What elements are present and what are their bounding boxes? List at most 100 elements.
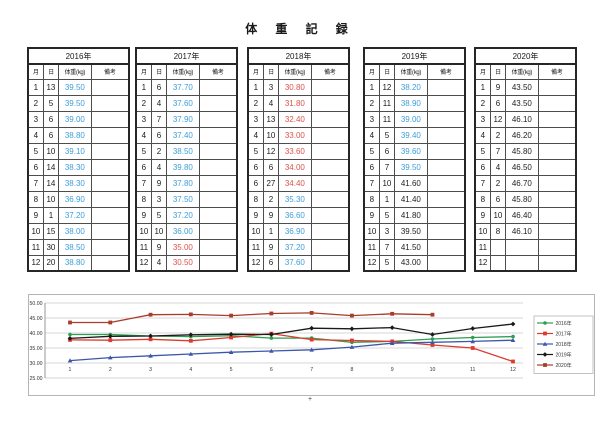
cell-weight: 34.40 (278, 174, 312, 192)
cell-day: 2 (489, 174, 507, 192)
cell-month: 1 (27, 78, 44, 96)
cell-weight: 46.20 (505, 126, 539, 144)
svg-text:10: 10 (430, 367, 436, 373)
series-2020年 (68, 311, 435, 325)
cell-weight: 39.50 (58, 94, 92, 112)
table-row: 4 2 46.20 (474, 126, 577, 144)
col-header-month: 月 (363, 63, 380, 80)
cell-day: 4 (150, 158, 168, 176)
cell-weight (505, 254, 539, 272)
table-row: 8 10 36.90 (27, 190, 130, 208)
cell-note (310, 254, 350, 272)
cell-month: 6 (247, 158, 264, 176)
table-row: 11 9 37.20 (247, 238, 350, 256)
cell-month: 5 (474, 142, 491, 160)
cell-month: 9 (474, 206, 491, 224)
cell-day: 9 (489, 78, 507, 96)
table-row: 3 11 39.00 (363, 110, 466, 128)
table-row: 9 5 41.80 (363, 206, 466, 224)
col-header-weight: 体重(kg) (394, 63, 428, 80)
cell-day: 11 (378, 94, 396, 112)
cell-weight: 35.30 (278, 190, 312, 208)
col-header-note: 備考 (310, 63, 350, 80)
svg-text:2019年: 2019年 (556, 351, 572, 358)
cell-day: 7 (150, 110, 168, 128)
cell-day: 3 (378, 222, 396, 240)
cell-weight: 37.70 (166, 78, 200, 96)
col-header-day: 日 (378, 63, 396, 80)
table-row: 12 6 37.60 (247, 254, 350, 272)
cell-note (537, 126, 577, 144)
table-row: 2 4 37.60 (135, 94, 238, 112)
chart-legend: 2016年 2017年 2018年 2019年 2020年 (533, 315, 594, 374)
cell-day: 6 (489, 94, 507, 112)
cell-day: 3 (150, 190, 168, 208)
cell-weight: 46.40 (505, 206, 539, 224)
cell-weight: 39.80 (166, 158, 200, 176)
cell-month: 8 (135, 190, 152, 208)
cell-weight: 36.60 (278, 206, 312, 224)
table-row: 1 6 37.70 (135, 78, 238, 96)
cell-month: 6 (27, 158, 44, 176)
cell-note (198, 206, 238, 224)
cell-month: 11 (474, 238, 491, 256)
svg-text:12: 12 (510, 367, 516, 373)
cell-day: 14 (42, 174, 60, 192)
svg-text:11: 11 (470, 367, 475, 373)
svg-text:2: 2 (109, 367, 112, 373)
year-table-2016: 2016年月日体重(kg) 備考 1 13 39.50 2 5 39.50 3 6 39.00 4 6 3… (27, 47, 130, 272)
cell-month: 12 (363, 254, 380, 272)
cell-weight: 46.10 (505, 222, 539, 240)
cell-weight: 30.80 (278, 78, 312, 96)
svg-text:2017年: 2017年 (556, 330, 572, 337)
cell-weight: 37.60 (166, 94, 200, 112)
col-header-day: 日 (42, 63, 60, 80)
cell-note (426, 94, 466, 112)
table-row: 2 5 39.50 (27, 94, 130, 112)
cell-note (537, 238, 577, 256)
cell-month: 12 (474, 254, 491, 272)
col-header-day: 日 (489, 63, 507, 80)
cell-day: 5 (378, 126, 396, 144)
cell-note (198, 142, 238, 160)
cell-month: 5 (135, 142, 152, 160)
col-header-month: 月 (247, 63, 264, 80)
cell-month: 2 (247, 94, 264, 112)
cell-weight: 43.00 (394, 254, 428, 272)
cell-month: 1 (247, 78, 264, 96)
cell-day: 10 (150, 222, 168, 240)
cell-weight: 37.40 (166, 126, 200, 144)
table-row: 7 14 38.30 (27, 174, 130, 192)
table-row: 6 27 34.40 (247, 174, 350, 192)
cell-note (90, 126, 130, 144)
cell-weight: 33.60 (278, 142, 312, 160)
cell-note (90, 238, 130, 256)
cell-day: 7 (378, 158, 396, 176)
table-row: 9 5 37.20 (135, 206, 238, 224)
cell-day: 10 (42, 142, 60, 160)
cell-note (537, 206, 577, 224)
year-table-2018: 2018年月日体重(kg) 備考 1 3 30.80 2 4 31.80 3 13 32.40 4 10… (247, 47, 350, 272)
table-row: 3 13 32.40 (247, 110, 350, 128)
cell-month: 2 (27, 94, 44, 112)
table-row: 5 10 39.10 (27, 142, 130, 160)
table-row: 8 6 45.80 (474, 190, 577, 208)
cell-note (537, 158, 577, 176)
cell-weight: 30.50 (166, 254, 200, 272)
cell-day: 12 (262, 142, 280, 160)
cell-note (310, 94, 350, 112)
table-row: 5 2 38.50 (135, 142, 238, 160)
svg-text:2018年: 2018年 (556, 341, 572, 348)
table-row: 3 12 46.10 (474, 110, 577, 128)
svg-text:3: 3 (149, 367, 152, 373)
cell-month: 5 (247, 142, 264, 160)
cell-month: 3 (363, 110, 380, 128)
svg-text:2020年: 2020年 (556, 362, 572, 369)
cell-month: 3 (474, 110, 491, 128)
cell-day: 15 (42, 222, 60, 240)
cell-day: 9 (262, 238, 280, 256)
table-year-label: 2019年 (363, 47, 466, 65)
cell-weight: 38.50 (166, 142, 200, 160)
weight-chart: 50.00 45.00 40.00 35.00 30.00 25.00 1 2 3 4 5 6 7 8 9 1… (28, 294, 595, 396)
cell-note (90, 190, 130, 208)
